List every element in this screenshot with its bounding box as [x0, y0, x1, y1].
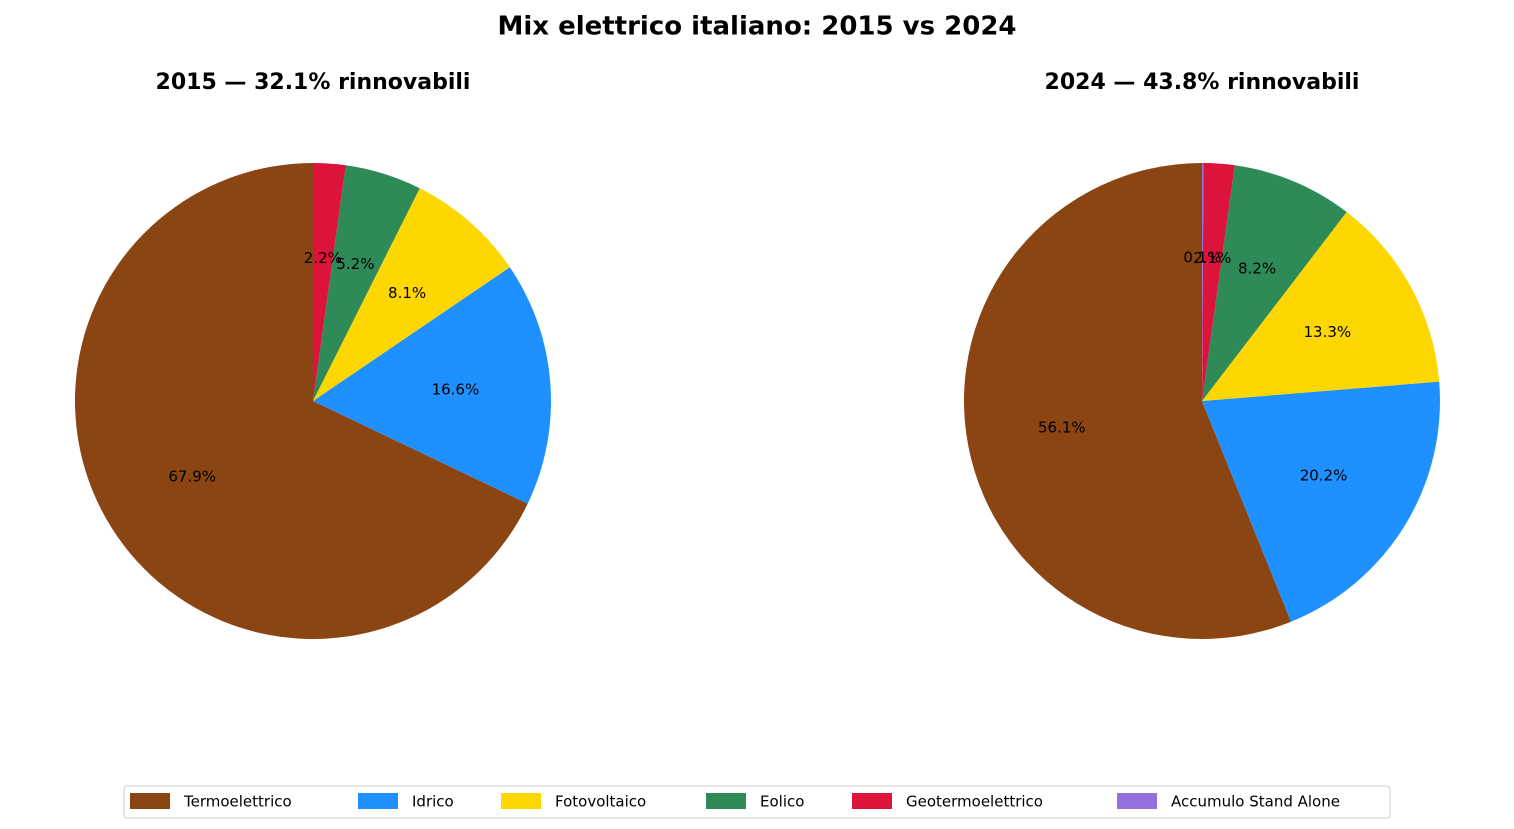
pie-slice — [313, 188, 510, 401]
legend-swatch — [1117, 793, 1157, 809]
slice-label: 16.6% — [432, 381, 480, 399]
legend-label: Idrico — [412, 793, 454, 811]
chart-title: 2024 — 43.8% rinnovabili — [1045, 70, 1360, 95]
legend-swatch — [852, 793, 892, 809]
slice-label: 13.3% — [1304, 323, 1352, 341]
slice-label: 0.1% — [1183, 249, 1221, 267]
legend-swatch — [706, 793, 746, 809]
legend-label: Accumulo Stand Alone — [1171, 793, 1340, 811]
pie-slice — [1202, 165, 1347, 401]
pie-slice — [1202, 381, 1441, 622]
legend-label: Eolico — [760, 793, 804, 811]
legend-label: Geotermoelettrico — [906, 793, 1043, 811]
slice-label: 67.9% — [168, 468, 216, 486]
pie-slice — [313, 163, 346, 401]
pie-slice — [75, 163, 528, 640]
pie-slice — [313, 165, 420, 401]
slice-label: 56.1% — [1038, 419, 1086, 437]
pie-slice — [1202, 163, 1204, 401]
legend-swatch — [130, 793, 170, 809]
legend-label: Fotovoltaico — [555, 793, 646, 811]
chart-title: 2015 — 32.1% rinnovabili — [156, 70, 471, 95]
pie-slice — [1202, 212, 1440, 401]
slice-label: 8.2% — [1238, 260, 1276, 278]
pie-slice — [964, 163, 1292, 639]
slice-label: 20.2% — [1300, 466, 1348, 484]
pie-slice — [1202, 163, 1235, 401]
pie-slice — [313, 267, 551, 504]
slice-label: 5.2% — [336, 255, 374, 273]
legend-swatch — [358, 793, 398, 809]
legend-box — [123, 785, 1391, 819]
slice-label: 2.2% — [304, 249, 342, 267]
figure-title: Mix elettrico italiano: 2015 vs 2024 — [497, 12, 1016, 42]
legend-swatch — [501, 793, 541, 809]
legend-label: Termoelettrico — [183, 793, 292, 811]
slice-label: 8.1% — [388, 284, 426, 302]
